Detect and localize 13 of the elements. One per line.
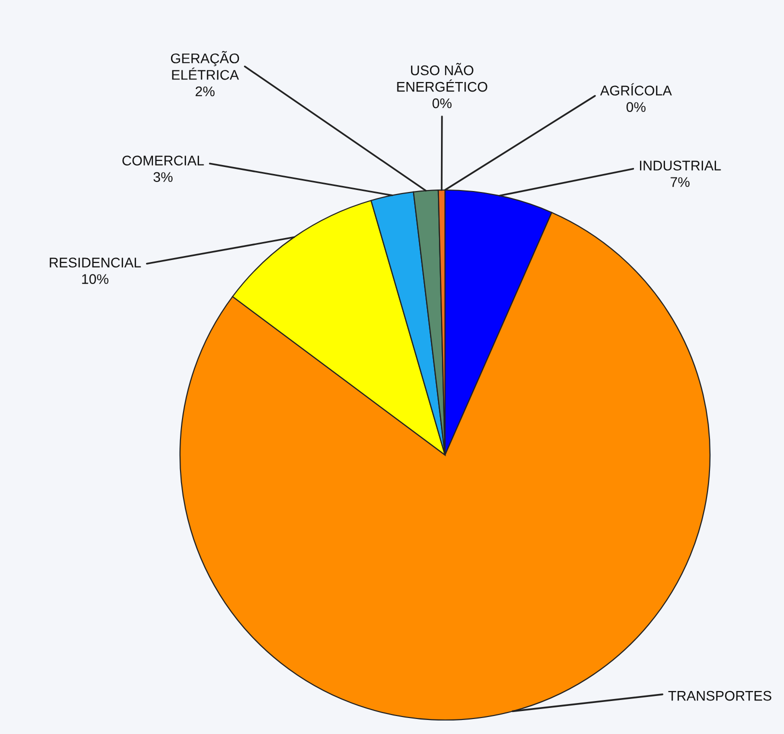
text: 0% [626,102,646,112]
data-label: 3% [153,172,173,182]
data-label: 10% [82,274,108,284]
slice-label: USO NÃO ENERGÉTICO [397,62,488,92]
slice-label: COMERCIAL [122,156,204,166]
category-label: AGRÍCOLA [600,83,672,96]
data-label: 2% [196,86,215,96]
slice-label: GERAÇÃO ELÉTRICA [170,50,240,80]
slice-label: TRANSPORTES [668,690,772,701]
data-label: 7% [670,177,690,187]
slice-label: INDUSTRIAL [640,160,721,170]
data-label: 0% [432,98,452,108]
slice-label: RESIDENCIAL [50,258,141,268]
